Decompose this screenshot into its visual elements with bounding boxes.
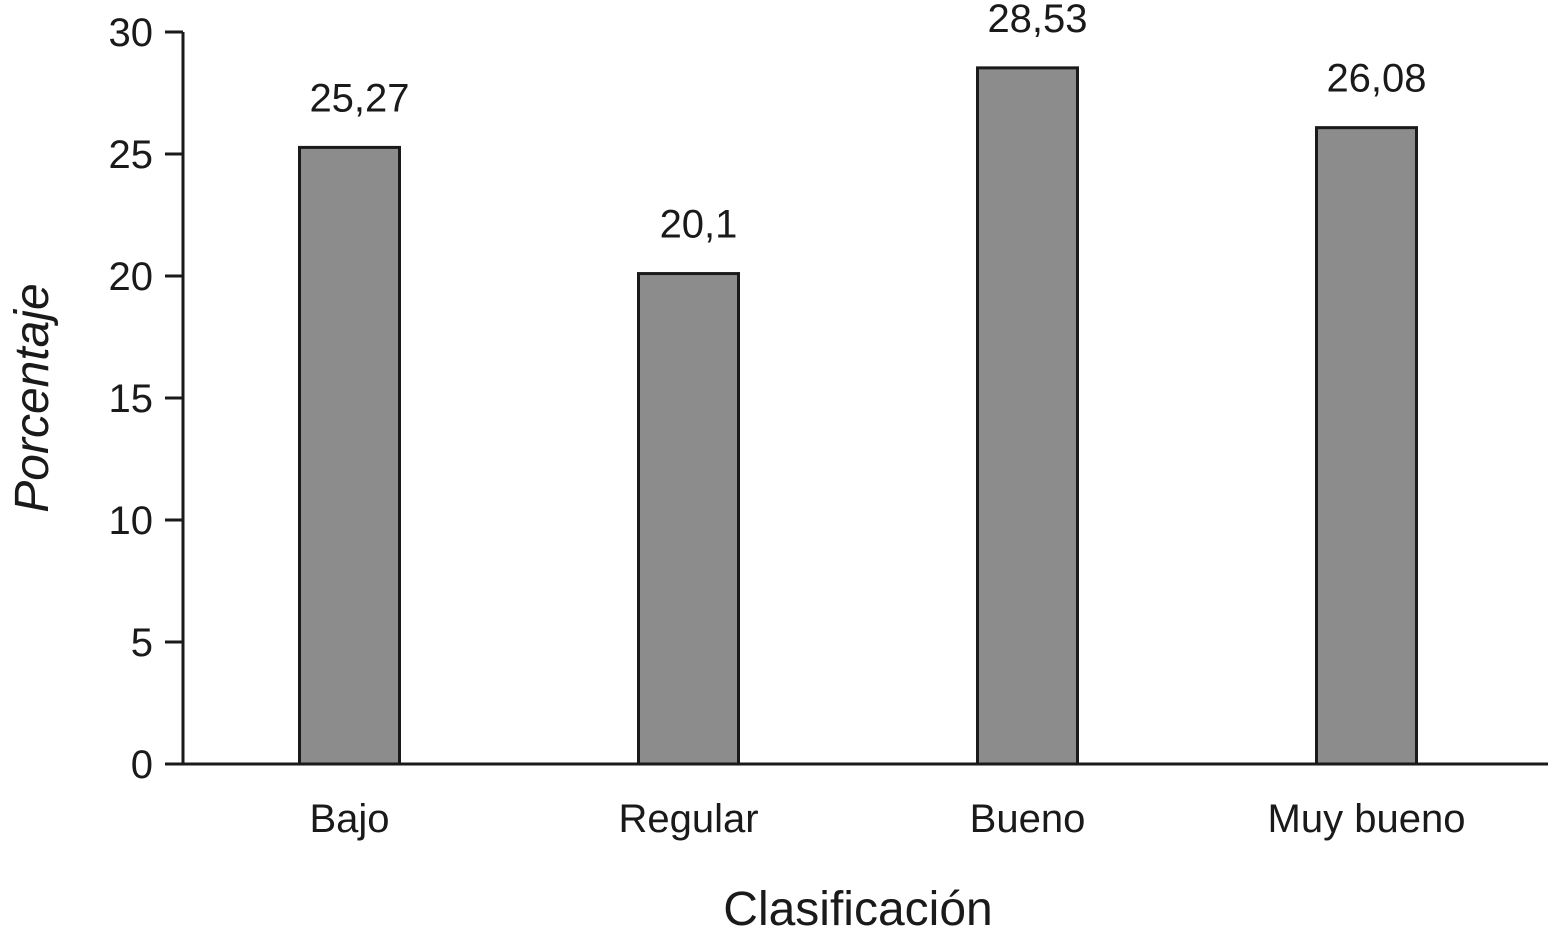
y-tick-label: 0	[131, 743, 153, 787]
bar	[298, 145, 401, 766]
value-label: 26,08	[1326, 57, 1426, 101]
y-tick-label: 15	[109, 377, 154, 421]
y-tick-label: 5	[131, 621, 153, 665]
bar	[976, 66, 1079, 766]
x-tick-label: Regular	[618, 797, 758, 841]
x-tick-label: Bueno	[970, 797, 1086, 841]
x-axis-label: Clasificación	[723, 883, 992, 936]
x-tick-label: Bajo	[309, 797, 389, 841]
y-tick-label: 25	[109, 133, 154, 177]
bar	[637, 272, 740, 766]
value-label: 25,27	[309, 76, 409, 120]
y-tick-label: 20	[109, 255, 154, 299]
value-label: 28,53	[987, 0, 1087, 41]
bar	[1315, 126, 1418, 766]
x-tick-label: Muy bueno	[1268, 797, 1466, 841]
y-axis-label: Porcentaje	[6, 283, 59, 512]
y-tick-label: 10	[109, 499, 154, 543]
value-label: 20,1	[660, 203, 738, 247]
y-tick-label: 30	[109, 11, 154, 55]
